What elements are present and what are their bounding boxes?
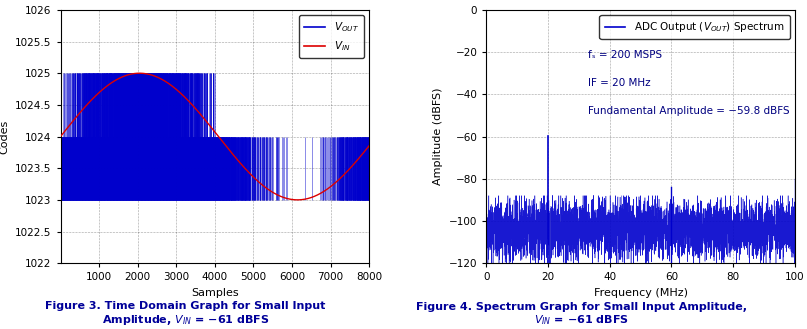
X-axis label: Samples: Samples <box>191 288 239 298</box>
Text: Figure 4. Spectrum Graph for Small Input Amplitude,
$V_{IN}$ = −61 dBFS: Figure 4. Spectrum Graph for Small Input… <box>416 302 746 327</box>
Text: Fundamental Amplitude = −59.8 dBFS: Fundamental Amplitude = −59.8 dBFS <box>588 106 790 116</box>
Text: IF = 20 MHz: IF = 20 MHz <box>588 78 650 88</box>
Legend: $V_{OUT}$, $V_{IN}$: $V_{OUT}$, $V_{IN}$ <box>299 15 364 58</box>
Legend: ADC Output ($V_{OUT}$) Spectrum: ADC Output ($V_{OUT}$) Spectrum <box>600 15 790 39</box>
Y-axis label: Amplitude (dBFS): Amplitude (dBFS) <box>433 88 443 185</box>
Text: Figure 3. Time Domain Graph for Small Input
Amplitude, $V_{IN}$ = −61 dBFS: Figure 3. Time Domain Graph for Small In… <box>45 301 326 327</box>
X-axis label: Frequency (MHz): Frequency (MHz) <box>594 288 688 298</box>
Y-axis label: Codes: Codes <box>0 119 10 154</box>
Text: fₛ = 200 MSPS: fₛ = 200 MSPS <box>588 50 663 61</box>
